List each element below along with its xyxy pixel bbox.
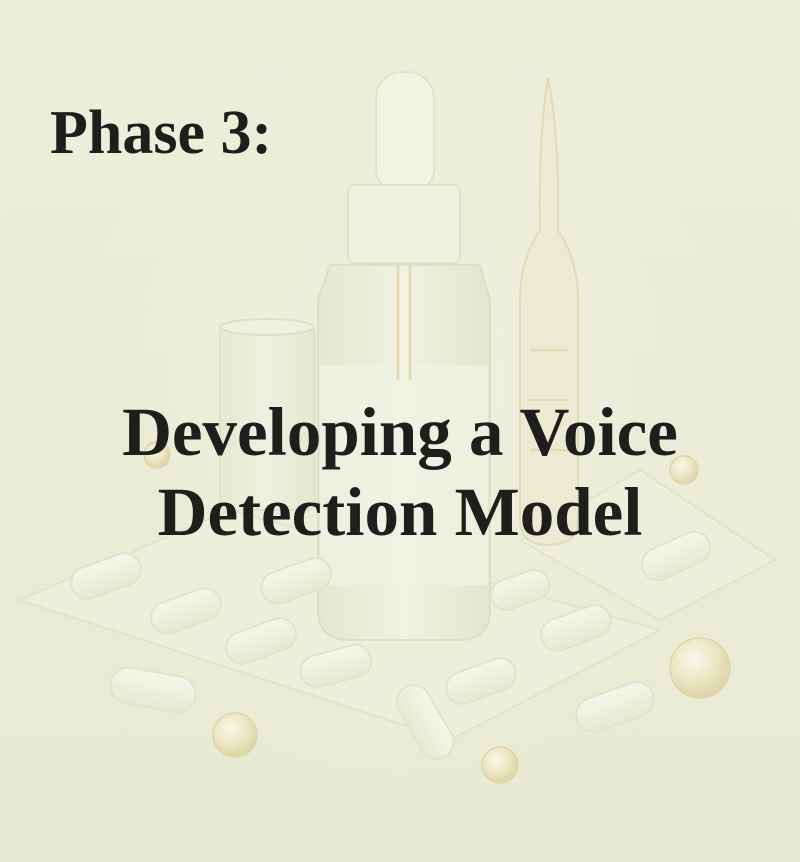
capsule-icon [70,530,712,760]
phase-label: Phase 3: [50,99,273,167]
slide-title: Developing a Voice Detection Model [0,392,800,552]
beaker-icon [219,318,316,511]
pill-bead-icon [143,441,731,784]
slide-title-line-1: Developing a Voice [122,394,678,470]
slide-title-line-2: Detection Model [157,474,643,550]
dropper-bottle-icon [317,71,491,641]
ampoule-icon [519,77,579,547]
